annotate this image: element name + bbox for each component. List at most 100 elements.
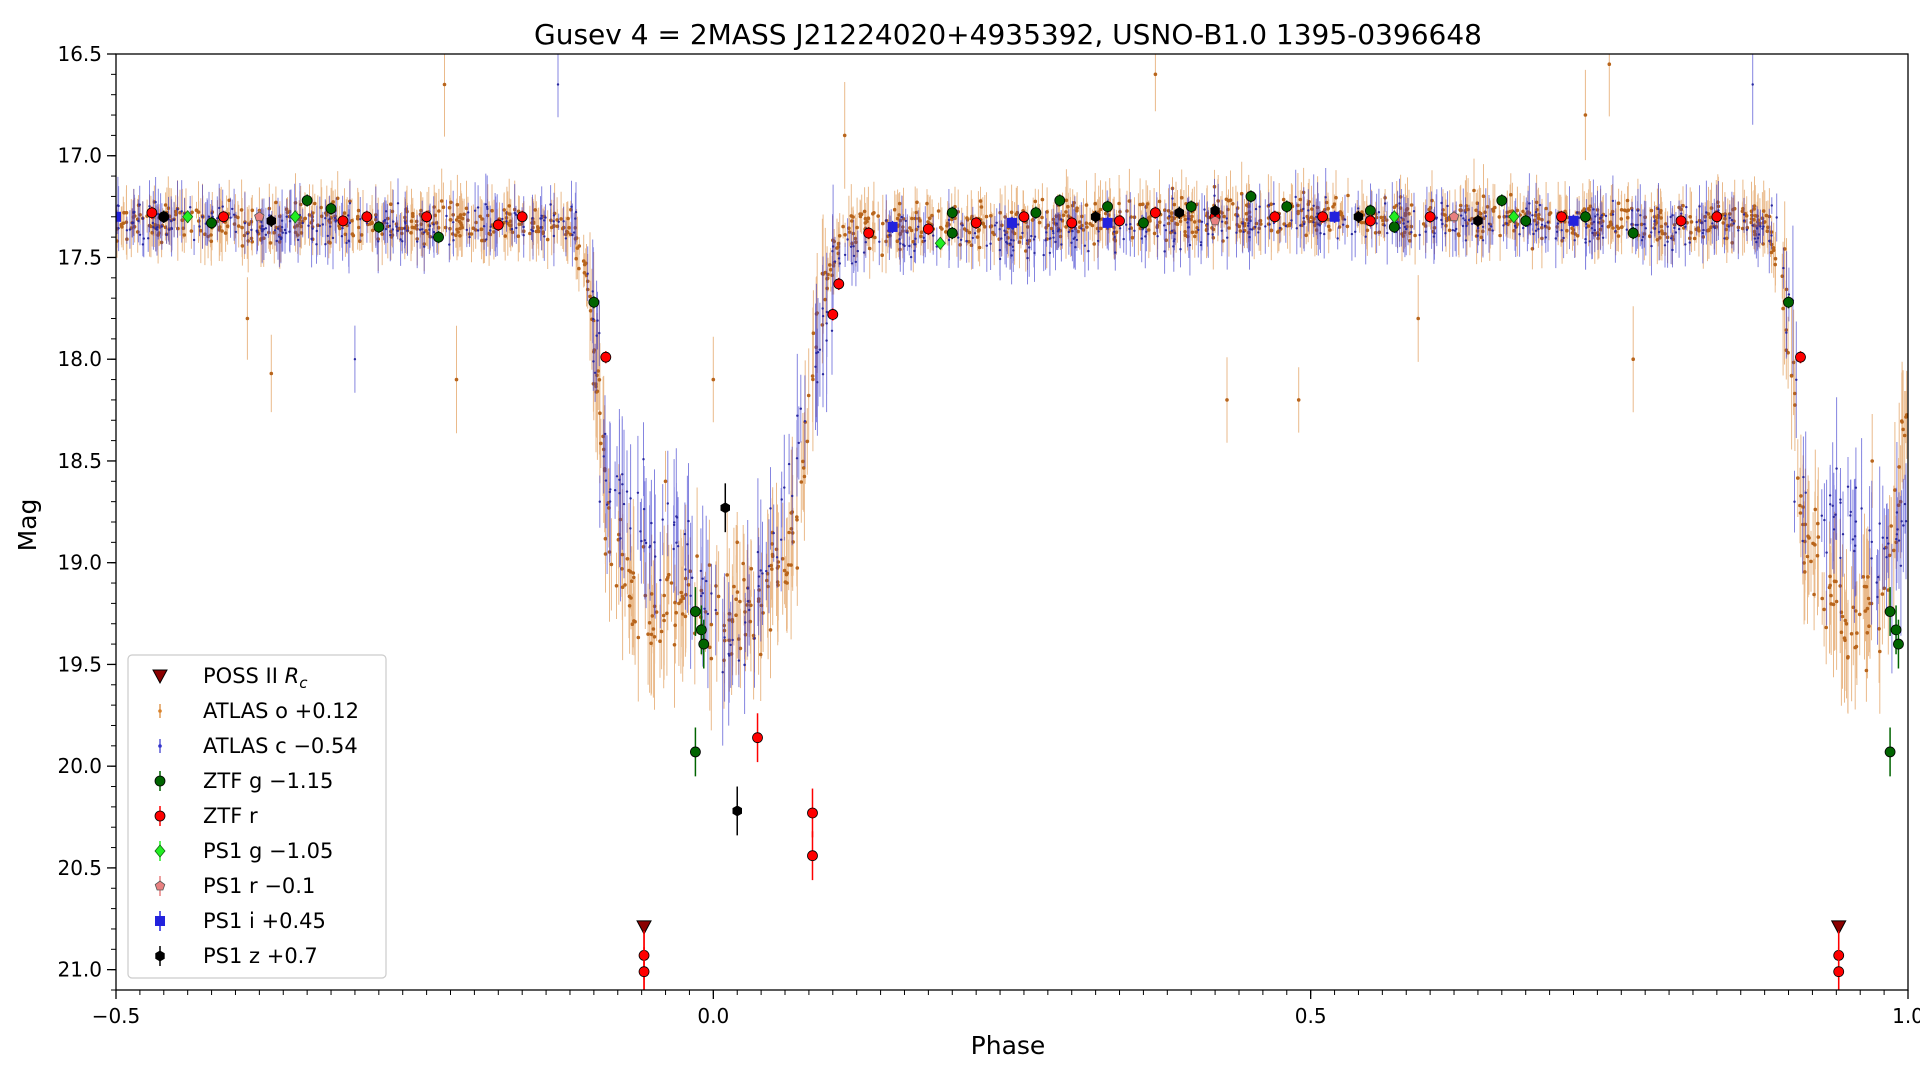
- data-point: [946, 227, 958, 239]
- data-point: [923, 239, 927, 242]
- data-point: [1290, 219, 1293, 222]
- data-point: [334, 220, 337, 223]
- data-point: [984, 214, 989, 219]
- data-point: [703, 607, 706, 610]
- data-point: [1090, 211, 1101, 223]
- data-point: [147, 237, 150, 240]
- data-point: [799, 407, 802, 410]
- data-point: [887, 221, 898, 232]
- data-point: [1867, 624, 1871, 628]
- data-point: [1684, 225, 1687, 228]
- data-point: [605, 503, 609, 506]
- data-point: [289, 210, 301, 224]
- data-point: [1880, 592, 1885, 596]
- data-point: [269, 371, 274, 376]
- data-point: [746, 587, 749, 590]
- data-point: [621, 473, 624, 476]
- data-point: [899, 242, 902, 245]
- data-point: [196, 210, 201, 214]
- data-point: [1585, 226, 1588, 229]
- data-point: [1145, 230, 1148, 233]
- data-point: [1653, 220, 1656, 223]
- data-point: [895, 239, 900, 243]
- data-point: [1899, 564, 1903, 567]
- data-point: [649, 641, 653, 646]
- data-point: [1052, 236, 1055, 239]
- data-point: [1476, 234, 1479, 238]
- data-point: [710, 592, 713, 595]
- data-point: [1671, 214, 1674, 217]
- data-point: [260, 220, 263, 224]
- data-point: [680, 594, 685, 599]
- data-point: [1725, 236, 1729, 241]
- data-point: [926, 220, 930, 224]
- data-point: [1410, 231, 1413, 234]
- data-point: [373, 221, 385, 233]
- data-point: [198, 225, 201, 228]
- data-point: [1312, 204, 1315, 207]
- data-point: [231, 207, 234, 211]
- data-point: [1242, 230, 1245, 234]
- data-point: [479, 227, 484, 231]
- data-point: [650, 521, 653, 525]
- data-point: [1044, 239, 1047, 242]
- data-point: [454, 233, 458, 238]
- data-point: [1860, 507, 1863, 510]
- data-point: [324, 217, 327, 220]
- data-point: [1831, 602, 1836, 607]
- data-point: [303, 216, 307, 221]
- data-point: [1865, 606, 1870, 611]
- legend-entry: PS1 g −1.05: [154, 839, 333, 863]
- data-point: [516, 234, 521, 238]
- data-point: [510, 227, 514, 231]
- data-point: [672, 643, 677, 647]
- data-point: [965, 240, 968, 243]
- data-point: [1484, 215, 1488, 218]
- data-point: [807, 807, 818, 819]
- data-point: [1033, 199, 1038, 204]
- data-point: [1535, 223, 1538, 226]
- data-point: [1896, 528, 1899, 531]
- data-point: [264, 233, 268, 236]
- data-point: [1166, 209, 1171, 213]
- data-point: [458, 234, 462, 238]
- data-point: [1447, 228, 1452, 233]
- data-point: [122, 210, 126, 215]
- data-point: [176, 208, 179, 211]
- data-point: [1615, 224, 1619, 229]
- data-point: [552, 214, 556, 217]
- data-point: [981, 222, 986, 226]
- data-point: [392, 220, 395, 223]
- data-point: [627, 604, 632, 608]
- data-point: [1565, 228, 1569, 233]
- data-point: [620, 585, 625, 589]
- data-point: [1619, 217, 1624, 221]
- data-point: [1251, 228, 1254, 231]
- data-point: [1066, 204, 1070, 209]
- data-point: [1884, 746, 1896, 758]
- data-point: [795, 566, 800, 570]
- legend-label: ATLAS o +0.12: [203, 699, 359, 723]
- data-point: [1433, 232, 1436, 235]
- data-point: [614, 584, 619, 588]
- data-point: [141, 217, 144, 220]
- data-point: [476, 229, 480, 232]
- data-point: [592, 317, 595, 321]
- data-point: [1163, 224, 1166, 227]
- legend-marker: [155, 950, 165, 962]
- data-point: [337, 215, 349, 227]
- data-point: [1816, 535, 1821, 539]
- data-point: [600, 351, 612, 363]
- data-point: [1518, 213, 1522, 217]
- data-point: [608, 490, 611, 494]
- data-point: [1056, 230, 1060, 233]
- data-point: [1164, 229, 1168, 232]
- data-point: [448, 218, 453, 222]
- data-point: [946, 207, 958, 219]
- data-point: [1080, 227, 1083, 230]
- data-point: [246, 232, 249, 235]
- data-point: [1133, 229, 1136, 232]
- data-point: [1659, 224, 1664, 229]
- data-point: [1705, 211, 1708, 214]
